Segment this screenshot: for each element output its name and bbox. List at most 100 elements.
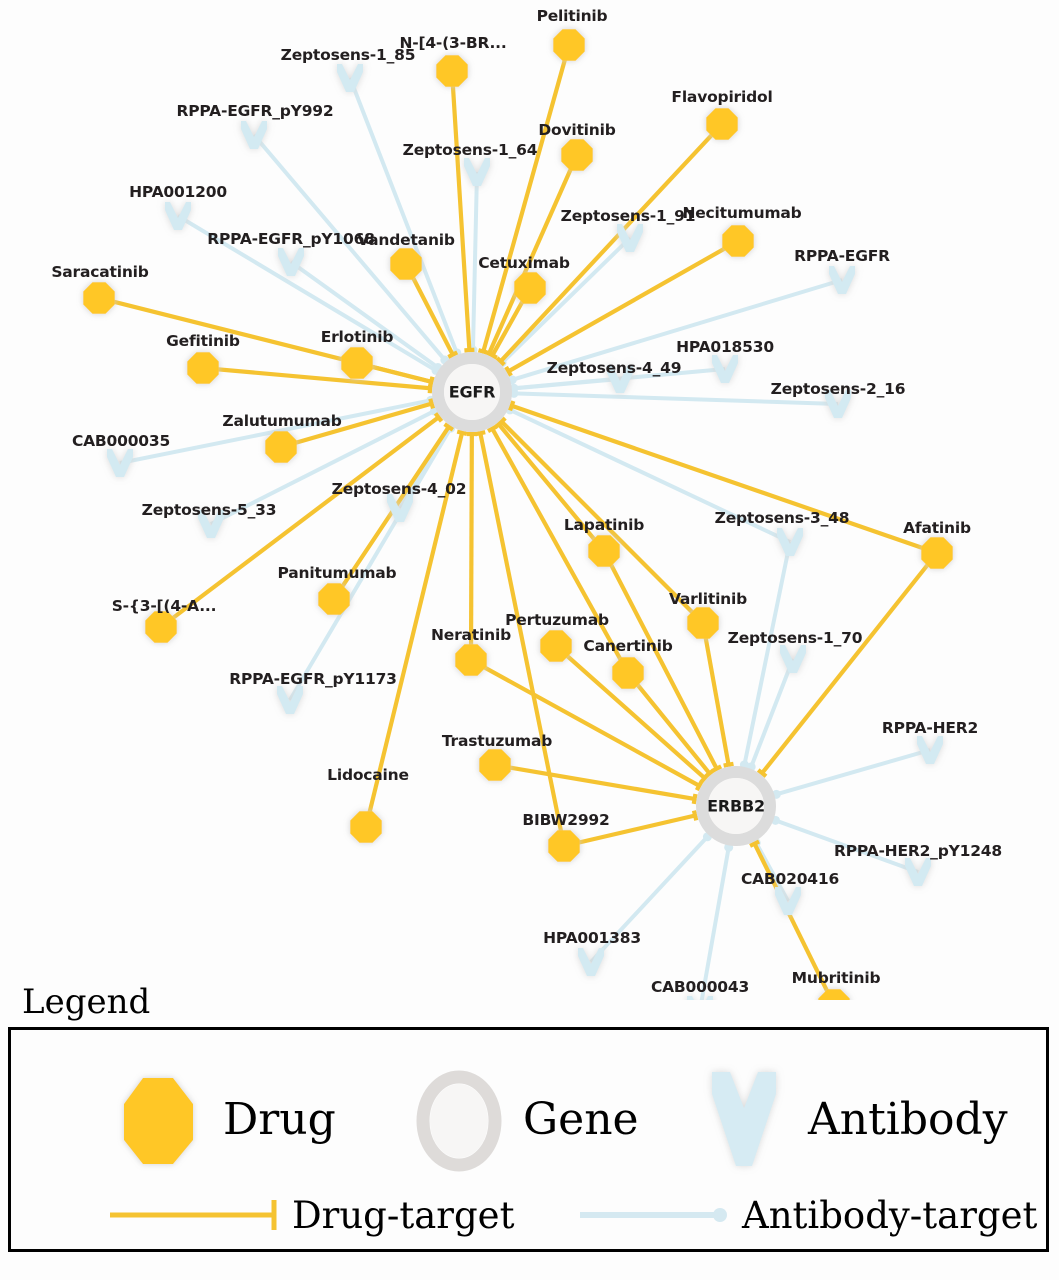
drug-node[interactable]	[921, 537, 953, 569]
drug-node[interactable]	[561, 139, 593, 171]
antibody-node[interactable]	[917, 736, 943, 764]
antibody-node[interactable]	[825, 390, 851, 418]
edge	[499, 122, 724, 363]
antibody-node[interactable]	[777, 528, 803, 556]
drug-node[interactable]	[350, 811, 382, 843]
drug-node[interactable]	[83, 282, 115, 314]
antibody-node[interactable]	[387, 494, 413, 522]
drug-node[interactable]	[687, 607, 719, 639]
edge-bar-cap	[694, 780, 704, 792]
drug-node[interactable]	[818, 989, 850, 1000]
drug-octagon-icon	[479, 749, 511, 781]
antibody-chevron-icon	[829, 266, 855, 294]
legend: Legend Drug Gene	[0, 985, 1059, 1252]
drug-node[interactable]	[145, 611, 177, 643]
antibody-node[interactable]	[241, 121, 267, 149]
edge-bar-cap	[691, 793, 698, 805]
edge-bar-cap	[443, 422, 455, 432]
edge-bar-cap	[749, 839, 760, 848]
edge-bar-cap	[487, 351, 498, 360]
edge-bar-cap	[691, 810, 699, 821]
gene-node[interactable]	[432, 352, 512, 432]
antibody-node[interactable]	[278, 248, 304, 276]
drug-octagon-icon	[818, 989, 850, 1000]
antibody-node[interactable]	[337, 64, 363, 92]
drug-octagon-icon	[687, 607, 719, 639]
gene-node[interactable]	[696, 766, 776, 846]
edge	[159, 415, 440, 629]
drug-node[interactable]	[265, 431, 297, 463]
drug-node[interactable]	[540, 630, 572, 662]
drug-node[interactable]	[455, 644, 487, 676]
legend-item-antibody-target: Antibody-target	[576, 1194, 1037, 1236]
antibody-node[interactable]	[617, 224, 643, 252]
drug-node[interactable]	[548, 830, 580, 862]
drug-octagon-icon	[921, 537, 953, 569]
drug-octagon-icon	[436, 55, 468, 87]
drug-node[interactable]	[722, 225, 754, 257]
antibody-node[interactable]	[712, 355, 738, 383]
legend-label-antibody: Antibody	[808, 1094, 1008, 1145]
drug-octagon-icon	[350, 811, 382, 843]
edge-bar-cap	[756, 768, 768, 778]
gene-label-erbb2: ERBB2	[707, 796, 765, 816]
antibody-node[interactable]	[607, 365, 633, 393]
gene-inner-disc	[708, 778, 764, 834]
drug-node[interactable]	[436, 55, 468, 87]
drug-node[interactable]	[341, 347, 373, 379]
edge	[289, 260, 440, 370]
drug-octagon-icon	[706, 108, 738, 140]
antibody-chevron-icon	[917, 736, 943, 764]
drug-node[interactable]	[514, 272, 546, 304]
legend-box: Drug Gene Antibody	[8, 1027, 1049, 1252]
edge	[449, 70, 472, 351]
edge	[363, 432, 465, 828]
edge-bar-cap	[723, 761, 734, 768]
edge-bar-cap	[456, 429, 468, 437]
edge	[563, 813, 696, 849]
antibody-node[interactable]	[107, 449, 133, 477]
edge	[404, 263, 455, 356]
drug-node[interactable]	[479, 749, 511, 781]
drug-octagon-icon	[265, 431, 297, 463]
edges-layer	[98, 44, 939, 1000]
drug-node[interactable]	[612, 657, 644, 689]
antibody-node[interactable]	[277, 686, 303, 714]
drug-octagon-icon	[548, 830, 580, 862]
antibody-node[interactable]	[464, 158, 490, 186]
drug-icon	[124, 1078, 193, 1164]
antibody-chevron-icon	[241, 121, 267, 149]
legend-label-antibody-target: Antibody-target	[742, 1193, 1038, 1237]
antibody-node[interactable]	[198, 510, 224, 538]
network-graph-canvas[interactable]	[0, 0, 1059, 1000]
edge	[507, 239, 740, 374]
drug-node[interactable]	[706, 108, 738, 140]
drug-octagon-icon	[561, 139, 593, 171]
edge	[700, 622, 731, 766]
nodes-layer[interactable]	[83, 29, 953, 1000]
drug-node[interactable]	[390, 248, 422, 280]
legend-item-antibody: Antibody	[696, 1064, 1008, 1176]
edge-bar-cap	[447, 350, 459, 359]
antibody-chevron-icon	[687, 996, 713, 1000]
drug-octagon-icon	[145, 611, 177, 643]
antibody-node[interactable]	[578, 948, 604, 976]
antibody-chevron-icon	[387, 494, 413, 522]
edge	[468, 433, 474, 661]
legend-edges-row: Drug-target Antibody-target	[11, 1192, 1046, 1247]
antibody-node[interactable]	[165, 202, 191, 230]
edge	[699, 847, 731, 1000]
antibody-node[interactable]	[775, 887, 801, 915]
antibody-node[interactable]	[829, 266, 855, 294]
antibody-node[interactable]	[905, 858, 931, 886]
edge	[513, 367, 726, 391]
drug-node[interactable]	[318, 583, 350, 615]
edge	[626, 671, 712, 775]
antibody-node[interactable]	[780, 645, 806, 673]
antibody-chevron-icon	[198, 510, 224, 538]
drug-node[interactable]	[588, 535, 620, 567]
drug-node[interactable]	[187, 352, 219, 384]
antibody-node[interactable]	[687, 996, 713, 1000]
drug-node[interactable]	[553, 29, 585, 61]
